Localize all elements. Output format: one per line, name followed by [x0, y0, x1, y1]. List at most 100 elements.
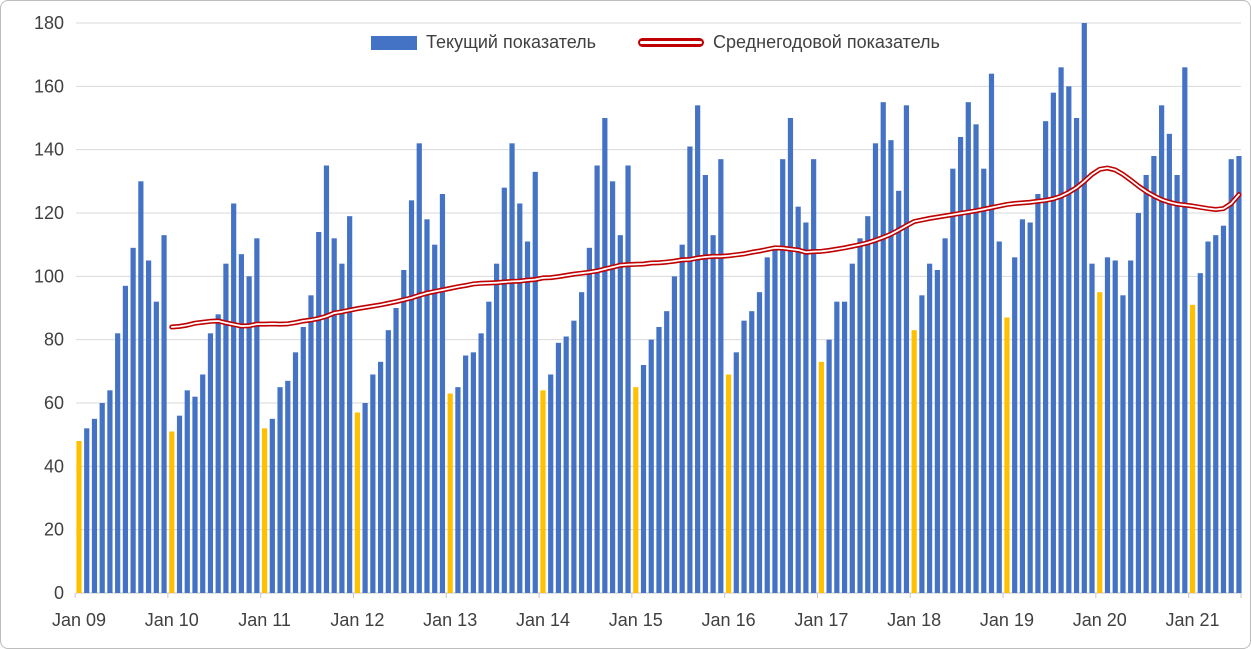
bar-2021-02 — [1197, 273, 1203, 593]
bar-2014-08 — [594, 165, 600, 593]
bar-2020-02 — [1104, 257, 1111, 593]
x-axis-tick-label: Jan 15 — [609, 610, 663, 630]
bar-2013-06 — [486, 301, 492, 593]
bar-2021-01 — [1189, 304, 1196, 593]
y-axis-tick-label: 80 — [44, 330, 64, 350]
bar-2012-07 — [401, 270, 407, 593]
bar-2014-11 — [617, 235, 623, 594]
bar-2014-03 — [555, 342, 562, 593]
bar-2020-09 — [1159, 105, 1165, 593]
bar-2017-04 — [841, 301, 848, 593]
bar-2021-05 — [1220, 225, 1227, 594]
bar-2009-08 — [130, 247, 136, 593]
x-axis-tick-label: Jan 16 — [702, 610, 756, 630]
y-axis-tick-label: 140 — [34, 140, 64, 160]
bar-2010-11 — [246, 276, 252, 593]
bar-2019-07 — [1050, 92, 1056, 594]
bar-2013-04 — [470, 352, 476, 593]
bar-2013-01 — [447, 393, 453, 593]
bar-2012-02 — [362, 403, 368, 593]
bar-2014-12 — [625, 165, 631, 593]
bar-2009-10 — [146, 260, 152, 593]
bar-2010-02 — [176, 415, 183, 593]
bar-2020-03 — [1112, 260, 1118, 593]
bar-2016-05 — [756, 292, 763, 593]
bar-2014-07 — [586, 247, 592, 593]
bar-2011-12 — [347, 216, 353, 594]
x-axis-tick-label: Jan 17 — [794, 610, 848, 630]
bar-2020-05 — [1128, 260, 1134, 593]
bar-2014-01 — [540, 390, 546, 593]
bar-2019-06 — [1043, 121, 1049, 594]
bar-2011-03 — [277, 387, 283, 593]
bar-2012-04 — [377, 361, 384, 593]
average-line-core — [170, 167, 1240, 328]
bar-2018-04 — [934, 270, 940, 593]
bar-2020-08 — [1151, 156, 1157, 593]
bar-2009-12 — [161, 235, 167, 594]
bar-2010-09 — [231, 203, 237, 593]
bar-2018-03 — [927, 263, 933, 593]
bar-2015-04 — [656, 327, 662, 593]
bar-2018-11 — [988, 73, 995, 594]
legend-item-current: Текущий показатель — [371, 32, 596, 53]
bar-2019-04 — [1027, 222, 1033, 593]
bar-2009-04 — [99, 403, 105, 593]
bar-2013-02 — [455, 387, 461, 593]
bar-2013-07 — [493, 263, 500, 593]
bar-2012-11 — [432, 244, 438, 594]
x-axis-tick-label: Jan 19 — [980, 610, 1034, 630]
bar-2009-05 — [107, 390, 113, 593]
bar-2010-01 — [169, 431, 175, 593]
bar-2016-04 — [749, 311, 755, 593]
bar-2010-03 — [184, 390, 190, 593]
y-axis-tick-label: 60 — [44, 393, 64, 413]
bar-2015-06 — [671, 276, 678, 593]
bar-2009-09 — [138, 181, 144, 593]
bar-2011-08 — [316, 232, 322, 593]
bar-2015-08 — [687, 146, 693, 593]
x-axis-tick-label: Jan 20 — [1073, 610, 1127, 630]
bar-2016-12 — [811, 159, 817, 594]
bar-2015-11 — [710, 235, 716, 594]
legend-bar-swatch-icon — [371, 35, 417, 50]
bar-2020-06 — [1135, 213, 1142, 593]
y-axis-tick-label: 0 — [54, 583, 64, 603]
bar-2011-02 — [269, 418, 275, 593]
bar-2017-12 — [903, 105, 910, 593]
bar-2019-09 — [1066, 86, 1072, 593]
bar-2013-10 — [517, 203, 523, 593]
bar-2012-12 — [439, 194, 446, 593]
bar-2012-01 — [354, 412, 360, 593]
bar-2010-05 — [200, 374, 206, 593]
bar-2019-12 — [1089, 263, 1095, 593]
x-axis-tick-label: Jan 09 — [52, 610, 106, 630]
bar-2009-01 — [76, 441, 82, 593]
bar-2020-11 — [1174, 175, 1180, 593]
bar-2020-01 — [1097, 292, 1103, 593]
bar-2011-11 — [339, 263, 345, 593]
bar-2021-06 — [1228, 159, 1234, 594]
x-axis-tick-label: Jan 10 — [145, 610, 199, 630]
bar-2015-01 — [633, 387, 639, 593]
bar-2016-08 — [780, 159, 786, 594]
bar-2016-03 — [741, 320, 747, 593]
bar-2020-07 — [1143, 175, 1149, 593]
bar-2019-02 — [1012, 257, 1018, 593]
legend-line-swatch-inner — [640, 41, 703, 44]
bar-2010-07 — [215, 314, 221, 593]
bar-2011-10 — [331, 238, 337, 593]
chart-legend: Текущий показатель Среднегодовой показат… — [371, 32, 940, 53]
bar-2015-09 — [695, 105, 701, 593]
bar-2016-01 — [725, 374, 732, 593]
bar-2015-03 — [648, 339, 654, 593]
legend-item-average: Среднегодовой показатель — [638, 32, 940, 53]
bar-2014-10 — [609, 181, 616, 593]
bar-2021-04 — [1213, 235, 1219, 594]
bar-2009-07 — [122, 285, 128, 593]
bar-2021-03 — [1205, 241, 1211, 593]
legend-line-swatch-icon — [638, 38, 705, 47]
bar-2015-12 — [718, 159, 724, 594]
bar-2013-05 — [478, 333, 484, 593]
bar-2018-05 — [942, 238, 948, 593]
